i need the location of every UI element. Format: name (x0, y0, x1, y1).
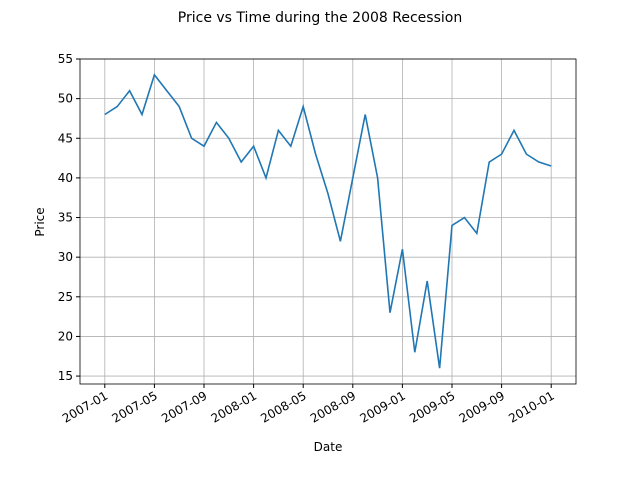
x-tick-label: 2009-01 (357, 388, 407, 425)
x-tick-label: 2010-01 (506, 388, 556, 425)
y-tick-label: 55 (58, 52, 73, 66)
y-axis-label: Price (33, 207, 47, 236)
chart-title: Price vs Time during the 2008 Recession (178, 10, 462, 26)
x-tick-label: 2009-09 (457, 388, 507, 425)
x-tick-label: 2007-05 (109, 388, 159, 425)
x-axis-label: Date (314, 440, 343, 454)
y-tick-label: 45 (58, 131, 73, 145)
y-tick-label: 25 (58, 290, 73, 304)
x-tick-label: 2007-09 (159, 388, 209, 425)
x-tick-label: 2009-05 (407, 388, 457, 425)
y-tick-label: 35 (58, 211, 73, 225)
y-tick-label: 20 (58, 329, 73, 343)
x-tick-label: 2008-05 (258, 388, 308, 425)
plot-frame (79, 58, 577, 385)
y-tick-label: 40 (58, 171, 73, 185)
y-tick-label: 50 (58, 92, 73, 106)
y-tick-label: 15 (58, 369, 73, 383)
y-tick-label: 30 (58, 250, 73, 264)
x-tick-label: 2007-01 (60, 388, 110, 425)
x-tick-label: 2008-01 (209, 388, 259, 425)
price-line (104, 73, 552, 369)
x-tick-label: 2008-09 (308, 388, 358, 425)
